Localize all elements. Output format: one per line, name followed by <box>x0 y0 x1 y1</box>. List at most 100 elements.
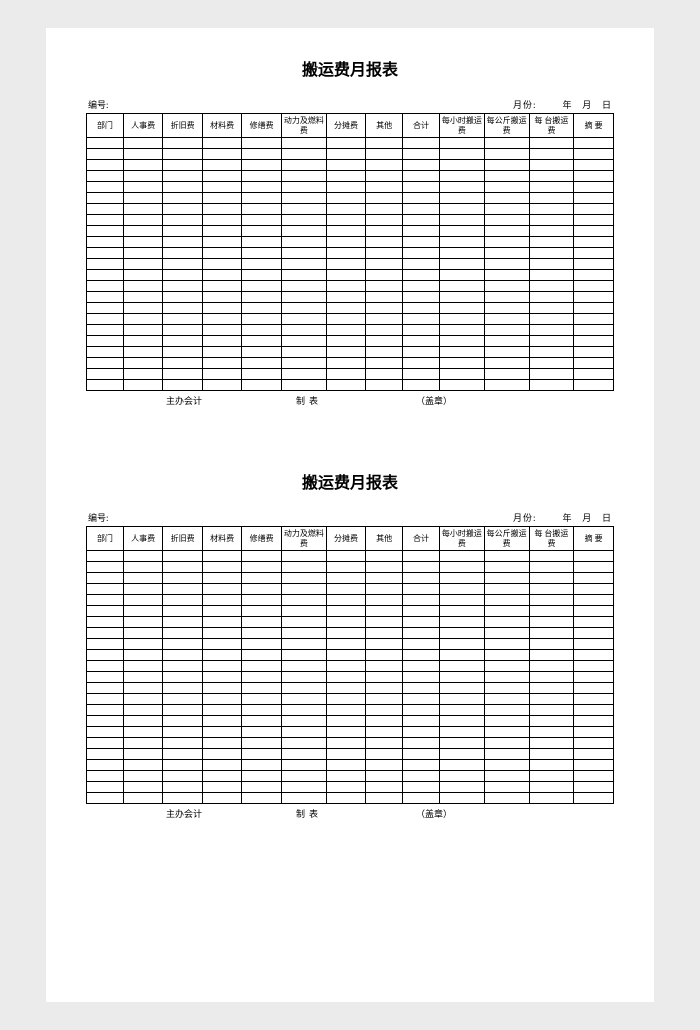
cell <box>281 771 326 782</box>
cell <box>574 270 614 281</box>
cell <box>326 716 366 727</box>
cell <box>529 204 574 215</box>
cell <box>242 237 282 248</box>
cell <box>242 716 282 727</box>
cell <box>202 303 242 314</box>
cell <box>87 358 124 369</box>
cell <box>574 793 614 804</box>
cell <box>281 325 326 336</box>
cell <box>163 782 203 793</box>
report-title: 搬运费月报表 <box>86 56 614 80</box>
cell <box>529 193 574 204</box>
cell <box>403 595 440 606</box>
col-header: 动力及燃料费 <box>281 114 326 138</box>
col-header: 合计 <box>403 527 440 551</box>
cell <box>202 358 242 369</box>
cell <box>242 683 282 694</box>
cell <box>87 782 124 793</box>
cell <box>403 606 440 617</box>
cell <box>366 149 403 160</box>
cell <box>366 204 403 215</box>
cell <box>281 347 326 358</box>
cell <box>281 562 326 573</box>
cell <box>326 160 366 171</box>
table-row <box>87 562 614 573</box>
cell <box>574 595 614 606</box>
cell <box>123 314 163 325</box>
cell <box>529 380 574 391</box>
cell <box>326 639 366 650</box>
mon-label: 月 <box>582 100 592 110</box>
cell <box>202 226 242 237</box>
cell <box>163 749 203 760</box>
cell <box>202 650 242 661</box>
footer-accountant: 主办会计 <box>166 807 296 820</box>
cell <box>326 672 366 683</box>
cell <box>163 650 203 661</box>
cell <box>163 595 203 606</box>
cell <box>403 138 440 149</box>
cell <box>529 672 574 683</box>
cell <box>529 573 574 584</box>
cell <box>87 628 124 639</box>
cell <box>202 716 242 727</box>
cell <box>326 369 366 380</box>
cell <box>242 314 282 325</box>
cell <box>281 259 326 270</box>
cell <box>574 292 614 303</box>
cell <box>123 727 163 738</box>
cell <box>281 793 326 804</box>
cell <box>529 650 574 661</box>
cell <box>163 639 203 650</box>
cell <box>439 303 484 314</box>
cell <box>366 749 403 760</box>
cell <box>163 182 203 193</box>
cell <box>123 716 163 727</box>
cell <box>202 760 242 771</box>
cell <box>123 259 163 270</box>
cell <box>574 358 614 369</box>
col-header: 每公斤搬运费 <box>484 527 529 551</box>
cell <box>484 551 529 562</box>
cell <box>484 248 529 259</box>
cell <box>242 760 282 771</box>
cell <box>87 204 124 215</box>
cell <box>366 237 403 248</box>
cell <box>242 182 282 193</box>
table-row <box>87 237 614 248</box>
cell <box>403 771 440 782</box>
cell <box>123 606 163 617</box>
cell <box>281 358 326 369</box>
cell <box>242 595 282 606</box>
cell <box>202 380 242 391</box>
cell <box>439 358 484 369</box>
cell <box>123 182 163 193</box>
cell <box>123 639 163 650</box>
year-label: 年 <box>562 100 572 110</box>
cell <box>484 325 529 336</box>
cell <box>163 259 203 270</box>
cell <box>202 606 242 617</box>
table-row <box>87 380 614 391</box>
cell <box>326 347 366 358</box>
cell <box>87 727 124 738</box>
cell <box>163 380 203 391</box>
cell <box>242 738 282 749</box>
cell <box>123 149 163 160</box>
cell <box>326 749 366 760</box>
topline: 编号:月份: 年 月 日 <box>86 511 614 526</box>
cell <box>87 281 124 292</box>
cell <box>326 727 366 738</box>
cell <box>202 793 242 804</box>
col-header: 每公斤搬运费 <box>484 114 529 138</box>
cell <box>87 760 124 771</box>
cell <box>123 573 163 584</box>
cell <box>202 672 242 683</box>
cell <box>439 215 484 226</box>
cell <box>326 270 366 281</box>
cell <box>281 617 326 628</box>
table-row <box>87 292 614 303</box>
cell <box>529 303 574 314</box>
cell <box>484 760 529 771</box>
cell <box>242 628 282 639</box>
